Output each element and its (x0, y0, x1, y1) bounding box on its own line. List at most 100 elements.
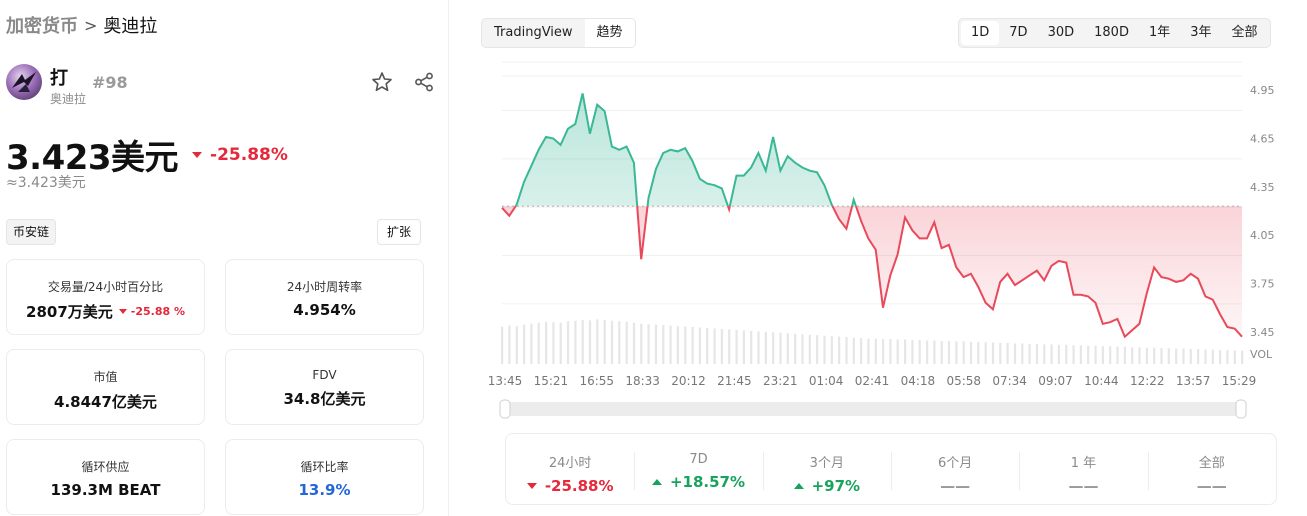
volume-bar (1087, 345, 1090, 364)
volume-bar (764, 331, 767, 364)
range-tab-1d[interactable]: 1D (961, 21, 1000, 45)
volume-bar (845, 337, 848, 364)
volume-bar (933, 340, 936, 364)
volume-bar (581, 319, 584, 364)
volume-bar (537, 322, 540, 364)
breadcrumb-current: 奥迪拉 (103, 16, 158, 37)
volume-bar (1153, 347, 1156, 364)
volume-bar (1109, 346, 1112, 364)
x-tick-label: 15:29 (1222, 374, 1257, 388)
share-button[interactable] (412, 70, 436, 94)
fdv-card: FDV 34.8亿美元 (225, 349, 424, 425)
fdv-value: 34.8亿美元 (283, 390, 366, 408)
expand-button[interactable]: 扩张 (377, 219, 422, 245)
x-tick-label: 15:21 (534, 374, 569, 388)
token-rank: #98 (92, 73, 128, 92)
volume-bar (896, 339, 899, 364)
volume-bar (618, 321, 621, 364)
price-line-down (501, 206, 1243, 339)
volume-bar (1160, 348, 1163, 364)
area-below-baseline (502, 206, 1242, 337)
volume-bar (742, 330, 745, 364)
price-line-up (514, 93, 858, 207)
stat-label: 24小时 (548, 456, 592, 471)
token-symbol: 打 (50, 68, 68, 89)
x-tick-label: 07:34 (992, 374, 1027, 388)
y-tick-label: 3.75 (1250, 278, 1275, 291)
price-change-value: -25.88% (210, 144, 288, 165)
volume-bar (1211, 349, 1214, 364)
volume-bar (926, 340, 929, 364)
volume-bar (625, 321, 628, 364)
chain-tag[interactable]: 币安链 (6, 219, 57, 245)
volume-bar (750, 330, 753, 364)
volume-bar (801, 334, 804, 364)
stat-value-row: +18.57% (634, 473, 762, 491)
breadcrumb-parent-link[interactable]: 加密货币 (6, 16, 78, 37)
chart-area (502, 93, 1242, 337)
volume-bar (955, 341, 958, 364)
volume-bar (823, 335, 826, 364)
breadcrumb: 加密货币 > 奥迪拉 (6, 12, 157, 38)
volume-bar (684, 326, 687, 364)
scroller-left-handle[interactable] (499, 399, 511, 419)
volume-bar (867, 338, 870, 364)
scroller-right-handle[interactable] (1235, 399, 1247, 419)
volume-bar (610, 320, 614, 364)
range-tab-all[interactable]: 全部 (1231, 25, 1258, 40)
volume-bar (1123, 346, 1126, 364)
turnover-label: 24小时周转率 (286, 280, 363, 294)
volume-bar (772, 332, 775, 364)
volume-bar (1182, 348, 1185, 364)
volume-bar (566, 321, 570, 364)
stat-all: 全部 —— (1147, 434, 1276, 504)
y-tick-label: 4.35 (1250, 181, 1275, 194)
volume-bar (1204, 349, 1207, 364)
volume-bar (530, 323, 533, 364)
volume-bars (501, 319, 1244, 364)
volume-bar (1138, 347, 1141, 364)
x-tick-label: 12:22 (1130, 374, 1165, 388)
volume-bar (640, 323, 643, 364)
favorite-button[interactable] (370, 70, 394, 94)
volume-bar (757, 331, 760, 364)
y-tick-label: 3.45 (1250, 326, 1275, 339)
volume-bar (838, 336, 841, 364)
down-arrow-icon (118, 309, 127, 314)
volume-bar (1189, 349, 1192, 364)
volume-bar (874, 338, 877, 364)
tab-trend[interactable]: 趋势 (584, 19, 635, 47)
circulating-supply-label: 循环供应 (81, 460, 130, 474)
volume-bar (1101, 346, 1104, 364)
price-approx: ≈3.423美元 (6, 175, 86, 191)
turnover-card: 24小时周转率 4.954% (225, 259, 424, 335)
y-tick-label: 4.65 (1250, 133, 1275, 146)
range-tab-3y[interactable]: 3年 (1190, 25, 1212, 40)
range-tab-30d[interactable]: 30D (1047, 25, 1075, 40)
range-tab-180d[interactable]: 180D (1094, 25, 1129, 40)
tab-tradingview[interactable]: TradingView (482, 19, 585, 47)
volume-bar (501, 326, 504, 364)
price-change: -25.88% (192, 145, 288, 165)
stat-1y: 1 年 —— (1019, 434, 1147, 504)
x-tick-label: 05:58 (946, 374, 981, 388)
x-tick-label: 13:45 (488, 374, 523, 388)
scroller-track[interactable] (502, 402, 1242, 416)
volume-change-value: -25.88 % (130, 305, 185, 318)
share-icon (415, 72, 433, 92)
view-tabs: TradingView 趋势 (481, 18, 636, 48)
market-cap-label: 市值 (93, 370, 118, 384)
volume-bar (830, 336, 833, 364)
y-tick-label: 4.95 (1250, 84, 1275, 97)
time-range-scroller[interactable] (499, 399, 1247, 419)
range-tabs: 1D 7D 30D 180D 1年 3年 全部 (958, 18, 1271, 48)
range-tab-1y[interactable]: 1年 (1148, 25, 1171, 40)
volume-bar (545, 321, 548, 364)
panel-divider (448, 0, 449, 516)
price-chart[interactable]: 4.95 4.65 4.35 4.05 3.75 3.45 VOL 13:45 15:21 16… (480, 60, 1280, 426)
volume-bar (882, 339, 885, 364)
volume-bar (1021, 343, 1024, 364)
token-name: 奥迪拉 (50, 92, 87, 106)
range-tab-7d[interactable]: 7D (1009, 25, 1028, 40)
volume-bar (647, 324, 650, 364)
